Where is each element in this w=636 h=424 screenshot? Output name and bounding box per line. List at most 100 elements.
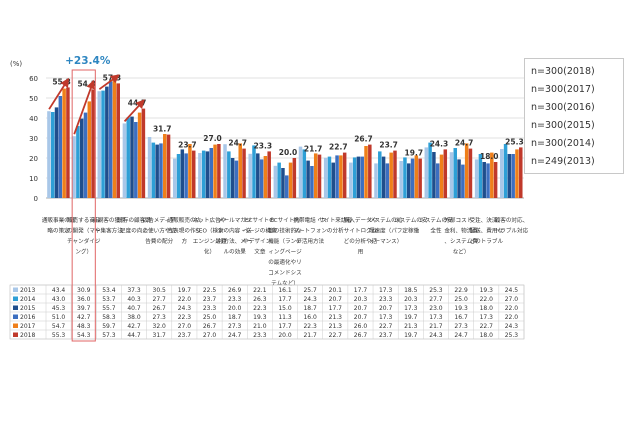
- table-cell: 25.3: [429, 287, 443, 294]
- bar: [267, 151, 271, 198]
- table-cell: 22.0: [178, 296, 192, 303]
- bar: [259, 159, 264, 198]
- bar: [147, 137, 152, 198]
- data-label: 24.3: [430, 139, 449, 148]
- bar: [217, 144, 221, 198]
- bar: [72, 136, 76, 198]
- table-cell: 11.3: [278, 314, 292, 321]
- table-cell: 16.7: [454, 314, 468, 321]
- category-label: の活用方法: [296, 237, 324, 245]
- table-series-name: 2017: [20, 323, 35, 330]
- table-cell: 20.3: [404, 296, 418, 303]
- table-cell: 19.7: [404, 332, 418, 339]
- table-cell: 24.5: [505, 287, 519, 294]
- bar: [482, 162, 486, 198]
- category-label: ネット広告や: [193, 216, 227, 224]
- table-series-name: 2018: [20, 332, 35, 339]
- bar: [302, 149, 307, 198]
- category-label: 文章: [254, 248, 266, 256]
- category-label: 略の策定: [47, 227, 70, 235]
- table-swatch: [13, 332, 18, 337]
- category-label: 金利、物流費: [444, 227, 478, 235]
- table-series-name: 2016: [20, 314, 35, 321]
- bar: [503, 144, 508, 198]
- table-cell: 19.3: [480, 287, 494, 294]
- bar: [198, 153, 202, 198]
- bar: [122, 123, 127, 198]
- table-cell: 20.1: [329, 287, 343, 294]
- trend-arrow: [73, 79, 96, 135]
- bar: [163, 134, 167, 198]
- table-cell: 20.0: [228, 305, 242, 312]
- table-swatch: [13, 305, 18, 310]
- bar: [317, 154, 322, 198]
- trend-arrow: [123, 99, 145, 123]
- category-label: 販売する商品: [67, 216, 101, 224]
- bar: [393, 150, 397, 198]
- bar: [126, 117, 130, 198]
- table-swatch: [13, 314, 18, 319]
- y-tick-label: 10: [29, 175, 38, 183]
- table-cell: 17.3: [480, 314, 494, 321]
- bar: [457, 159, 461, 198]
- category-label: 定稼働: [402, 227, 419, 235]
- table-cell: 25.7: [303, 287, 317, 294]
- table-cell: 19.3: [253, 314, 267, 321]
- bar: [352, 157, 357, 198]
- bar: [54, 107, 59, 198]
- bar: [486, 163, 490, 198]
- data-label: 19.7: [405, 149, 424, 158]
- table-cell: 20.7: [354, 305, 368, 312]
- category-label: 用: [358, 249, 364, 256]
- category-label: サイト来訪者: [319, 216, 353, 224]
- y-tick-label: 20: [29, 155, 38, 163]
- data-label: 23.3: [254, 141, 273, 150]
- bar: [47, 111, 51, 198]
- bar: [172, 158, 177, 198]
- category-label: 外部コスト（: [444, 216, 478, 224]
- category-label: トラブル対応: [495, 227, 529, 235]
- table-cell: 27.7: [153, 296, 167, 303]
- table-cell: 23.0: [429, 305, 443, 312]
- table-cell: 26.7: [354, 332, 368, 339]
- category-label: チャンダイジ: [67, 237, 101, 245]
- table-cell: 24.3: [505, 323, 519, 330]
- bar: [134, 122, 138, 198]
- bar: [137, 112, 142, 198]
- table-cell: 31.7: [153, 332, 167, 339]
- category-label: ォーマンス）: [369, 238, 402, 245]
- y-tick-label: 50: [29, 95, 38, 103]
- table-cell: 42.7: [77, 314, 91, 321]
- category-label: どのトラブル: [469, 237, 503, 245]
- bar: [101, 90, 105, 198]
- category-label: 新規客の獲得: [92, 216, 126, 224]
- table-cell: 17.7: [278, 296, 292, 303]
- y-unit-label: (%): [10, 60, 22, 68]
- bar: [50, 112, 55, 198]
- bar: [418, 158, 422, 198]
- data-label: 44.7: [128, 99, 147, 108]
- bar: [273, 165, 278, 198]
- category-label: 携帯電話・ス: [293, 216, 327, 224]
- category-label: 告表現の作り: [168, 227, 202, 235]
- data-table: 2013 43.4 30.9 53.4 37.3 30.5 19.7 22.5 26.9 22.1…: [9, 284, 525, 340]
- table-series-name: 2013: [20, 287, 35, 294]
- table-cell: 22.3: [253, 305, 267, 312]
- bar: [368, 144, 372, 198]
- category-label: 通販事業の戦: [42, 216, 76, 224]
- legend-item: n=249(2013): [531, 156, 595, 167]
- table-series-name: 2015: [20, 305, 35, 312]
- bar: [263, 156, 268, 198]
- table-cell: 27.3: [454, 323, 468, 330]
- table-cell: 19.7: [178, 287, 192, 294]
- bar: [493, 162, 498, 198]
- category-label: ィングページ: [268, 248, 302, 256]
- table-cell: 57.3: [102, 332, 116, 339]
- bar: [209, 148, 214, 198]
- bar: [461, 164, 465, 198]
- category-label: テムなど）: [271, 279, 299, 287]
- bar: [389, 152, 393, 198]
- category-label: の開発（マー: [67, 227, 101, 235]
- growth-annotation: +23.4%: [65, 55, 111, 67]
- table-cell: 20.7: [354, 314, 368, 321]
